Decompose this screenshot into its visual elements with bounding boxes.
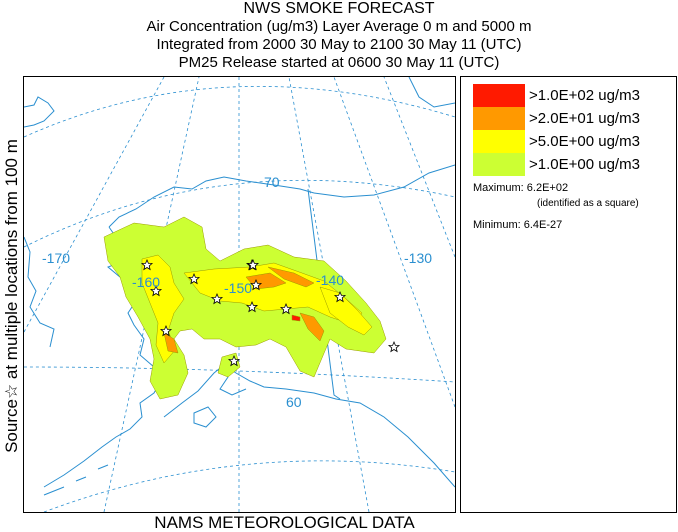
longitude-label-140: -140 <box>316 272 344 288</box>
legend-maximum: Maximum: 6.2E+02 <box>473 182 569 194</box>
longitude-label-170: -170 <box>42 250 70 266</box>
legend-entry-1: >1.0E+02 ug/m3 <box>473 84 640 107</box>
meteorological-data-label: NAMS METEOROLOGICAL DATA <box>154 513 415 532</box>
map-panel: -170 -160 -150 -140 -130 70 60 <box>23 76 456 513</box>
legend-swatch-yellow <box>473 130 525 153</box>
star-icon <box>140 258 154 271</box>
latitude-label-70: 70 <box>264 174 280 190</box>
longitude-label-130: -130 <box>404 250 432 266</box>
canada-arctic-islands <box>408 76 456 108</box>
star-icon <box>149 284 163 297</box>
forecast-subtitle-integration: Integrated from 2000 30 May to 2100 30 M… <box>156 36 522 53</box>
canada-arctic-coast <box>313 164 456 198</box>
kodiak-island <box>193 406 217 428</box>
legend-swatch-lime <box>473 153 525 176</box>
legend-entry-2: >2.0E+01 ug/m3 <box>473 107 640 130</box>
latitude-label-60: 60 <box>286 394 302 410</box>
legend-entry-4: >1.0E+00 ug/m3 <box>473 153 640 176</box>
source-markers <box>140 258 401 367</box>
star-icon <box>159 324 173 337</box>
longitude-label-150: -150 <box>224 280 252 296</box>
legend-maximum-note: (identified as a square) <box>537 198 639 209</box>
russia-coast <box>23 96 55 128</box>
alaska-south-coast <box>163 364 456 488</box>
longitude-line-140 <box>288 76 370 513</box>
star-icon <box>227 354 241 367</box>
legend-label-4: >1.0E+00 ug/m3 <box>529 155 640 173</box>
star-icon <box>333 290 347 303</box>
smoke-plume-layers <box>103 216 387 400</box>
star-icon <box>245 300 259 313</box>
plume-level4-core <box>291 314 301 322</box>
forecast-title: NWS SMOKE FORECAST <box>243 0 435 17</box>
grid-labels: -170 -160 -150 -140 -130 70 60 <box>42 174 432 410</box>
forecast-subtitle-concentration: Air Concentration (ug/m3) Layer Average … <box>146 18 532 35</box>
alaska-west-coast <box>43 366 163 488</box>
longitude-line-130 <box>333 76 456 408</box>
star-icon <box>387 340 401 353</box>
star-icon <box>279 302 293 315</box>
longitude-label-160: -160 <box>132 274 160 290</box>
legend-minimum: Minimum: 6.4E-27 <box>473 219 563 231</box>
star-icon <box>249 278 263 291</box>
longitude-line-170 <box>23 76 165 333</box>
alaska-canada-border <box>307 188 341 400</box>
latitude-line-lower <box>43 460 456 513</box>
plume-level3-west <box>163 332 179 354</box>
legend-panel: >1.0E+02 ug/m3 >2.0E+01 ug/m3 >5.0E+00 u… <box>460 76 677 513</box>
legend-entry-3: >5.0E+00 ug/m3 <box>473 130 640 153</box>
plume-level3-east <box>299 312 325 342</box>
legend-swatch-red <box>473 84 525 107</box>
source-side-label: Source☆ at multiple locations from 100 m <box>2 139 21 453</box>
alaska-map: -170 -160 -150 -140 -130 70 60 <box>23 76 456 513</box>
plume-level3-ridge <box>267 266 315 288</box>
legend-label-3: >5.0E+00 ug/m3 <box>529 132 640 150</box>
latitude-line-60 <box>23 366 456 383</box>
forecast-subtitle-release: PM25 Release started at 0600 30 May 11 (… <box>178 54 500 71</box>
legend-swatch-orange <box>473 107 525 130</box>
legend-label-2: >2.0E+01 ug/m3 <box>529 109 640 127</box>
latitude-line-70 <box>23 179 456 248</box>
alaska-north-coast <box>108 176 315 228</box>
star-icon <box>210 292 224 305</box>
star-icon <box>187 272 201 285</box>
siberia-coast <box>23 236 55 348</box>
plume-level1-main <box>103 216 387 400</box>
longitude-line-120 <box>383 76 456 258</box>
star-icon <box>246 258 260 271</box>
legend-label-1: >1.0E+02 ug/m3 <box>529 86 640 104</box>
aleutian-islands <box>43 464 109 496</box>
